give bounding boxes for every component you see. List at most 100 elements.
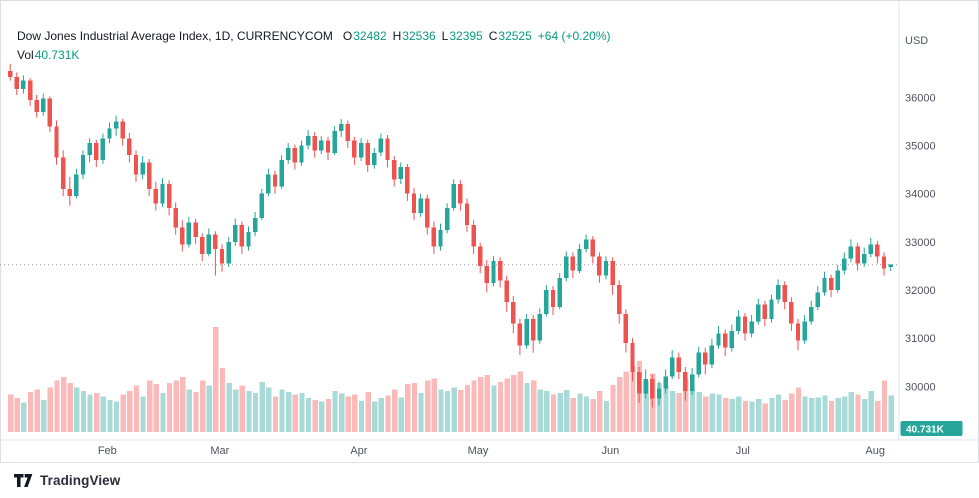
candle-body <box>484 265 489 283</box>
time-axis[interactable]: Feb Mar Apr May Jun Jul Aug <box>98 445 885 457</box>
volume-bar <box>451 387 457 432</box>
chart-legend: Dow Jones Industrial Average Index, 1D, … <box>17 30 611 61</box>
candle-body <box>438 229 443 247</box>
candle-body <box>544 290 549 315</box>
volume-bar <box>491 385 497 432</box>
volume-bar <box>438 389 444 432</box>
candle-layer <box>8 63 893 408</box>
volume-bar <box>683 378 689 432</box>
volume-bar <box>411 383 418 432</box>
candle-body <box>107 128 112 139</box>
volume-bar <box>213 327 219 432</box>
price-tick-label: 36000 <box>905 92 936 104</box>
candle-body <box>140 162 145 175</box>
candle-body <box>61 157 66 189</box>
footer-bar: TradingView <box>0 462 979 498</box>
volume-bar <box>848 392 854 432</box>
volume-bar <box>272 396 279 432</box>
volume-bar <box>663 385 669 432</box>
volume-bar <box>14 398 20 432</box>
volume-bar <box>239 385 245 432</box>
volume-bar <box>888 395 894 432</box>
candle-body <box>471 225 476 247</box>
month-tick-label: Mar <box>210 445 229 457</box>
volume-bar <box>815 397 821 432</box>
month-tick-label: Apr <box>350 445 367 457</box>
volume-bar <box>133 385 140 432</box>
volume-bar <box>54 380 60 432</box>
volume-bar <box>233 389 239 432</box>
volume-bar <box>305 398 312 432</box>
candle-body <box>742 316 748 334</box>
candle-body <box>583 239 589 249</box>
candle-body <box>193 222 198 237</box>
volume-bar <box>358 400 365 432</box>
tradingview-wordmark[interactable]: TradingView <box>40 473 121 488</box>
candle-body <box>147 162 152 189</box>
price-axis[interactable]: USD 36000 35000 34000 33000 32000 31000 30000 40… <box>900 35 963 436</box>
candle-body <box>226 241 231 264</box>
candle-body <box>272 174 278 187</box>
volume-bar <box>862 399 868 432</box>
candle-body <box>299 145 304 163</box>
volume-bar <box>180 376 186 432</box>
candle-body <box>868 244 873 254</box>
volume-bar <box>8 394 14 432</box>
candle-body <box>564 256 569 278</box>
volume-bar <box>113 401 120 432</box>
candle-body <box>709 345 715 365</box>
candle-body <box>319 140 324 151</box>
volume-bar <box>881 380 888 432</box>
candle-body <box>385 138 390 160</box>
candle-body <box>504 280 509 303</box>
candle-body <box>352 140 357 158</box>
symbol-title[interactable]: Dow Jones Industrial Average Index, 1D, … <box>17 29 333 43</box>
tradingview-logo-icon[interactable] <box>14 474 33 487</box>
candle-body <box>537 314 542 341</box>
volume-bar <box>511 375 517 432</box>
volume-bar <box>21 402 27 432</box>
volume-layer <box>8 327 894 432</box>
volume-badge <box>900 421 963 436</box>
volume-bar <box>193 392 199 432</box>
volume-bar <box>809 398 815 432</box>
volume-bar <box>147 380 153 432</box>
candle-body <box>656 388 662 399</box>
candle-body <box>524 318 529 346</box>
candle-body <box>497 261 503 281</box>
volume-bar <box>160 392 166 432</box>
volume-bar <box>140 396 146 432</box>
candle-body <box>325 140 331 153</box>
volume-label[interactable]: Vol <box>17 48 34 62</box>
candle-body <box>27 80 33 100</box>
volume-bar <box>835 398 841 432</box>
volume-bar <box>749 401 755 432</box>
volume-bar <box>107 400 113 432</box>
volume-bar <box>517 371 523 432</box>
candle-body <box>848 246 854 259</box>
candle-body <box>358 143 364 158</box>
candle-body <box>444 208 450 230</box>
volume-bar <box>736 396 742 432</box>
candle-body <box>809 306 814 322</box>
candle-body <box>881 256 887 269</box>
volume-bar <box>875 400 881 432</box>
candle-body <box>478 246 483 266</box>
candle-body <box>127 138 132 156</box>
candle-body <box>769 299 774 319</box>
price-chart-canvas[interactable]: USD 36000 35000 34000 33000 32000 31000 30000 40… <box>0 0 979 462</box>
candle-body <box>219 249 225 264</box>
candle-body <box>21 80 26 89</box>
volume-bar <box>617 376 623 432</box>
volume-bar <box>497 382 504 432</box>
candle-body <box>339 123 344 132</box>
volume-bar <box>418 392 424 432</box>
candle-body <box>87 143 92 156</box>
candle-body <box>80 155 86 175</box>
candle-body <box>279 160 284 187</box>
volume-bar <box>524 383 530 432</box>
candle-body <box>795 323 801 341</box>
volume-bar <box>259 382 265 432</box>
volume-bar <box>643 380 649 432</box>
candle-body <box>842 258 847 271</box>
